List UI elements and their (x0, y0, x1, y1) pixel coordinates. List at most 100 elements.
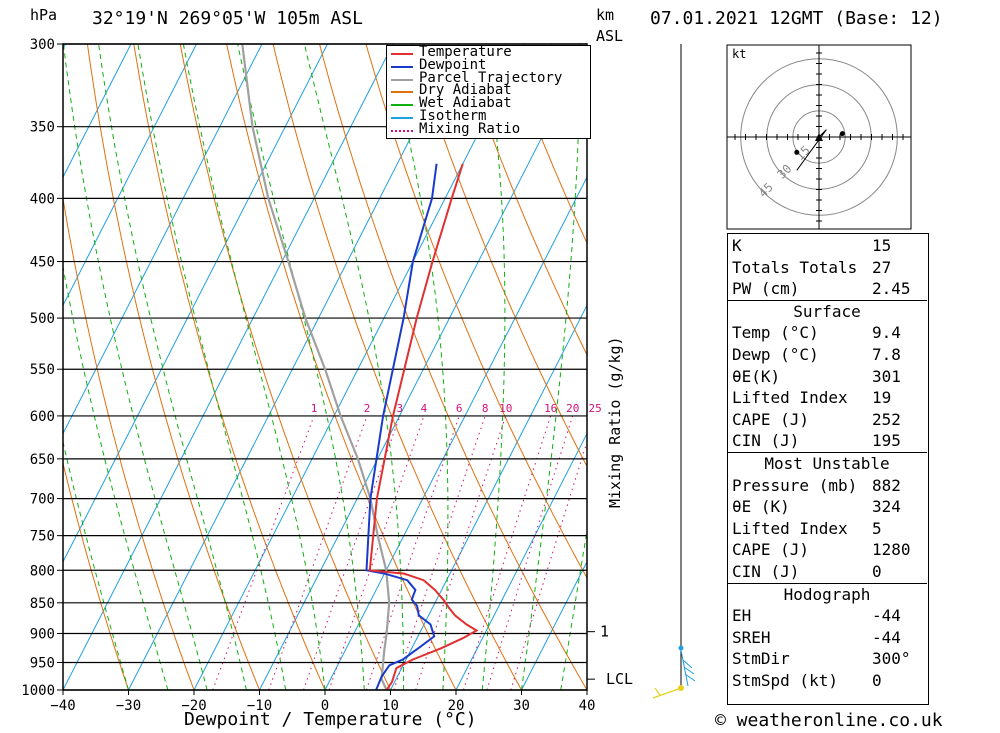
mixing-ratio-line (212, 415, 315, 690)
index-value: 1280 (872, 540, 911, 560)
temperature-tick-label: 0 (321, 698, 329, 714)
index-label: CIN (J) (732, 561, 800, 581)
wet-adiabat-line (63, 439, 129, 690)
mixing-ratio-label: 4 (421, 402, 428, 415)
wet-adiabat-line (98, 44, 247, 690)
mixing-ratio-label: 10 (499, 402, 512, 415)
pressure-tick-label: 750 (30, 529, 55, 545)
pressure-tick-label: 800 (30, 563, 55, 579)
isotherm-line (455, 432, 587, 690)
hodograph-point (839, 131, 845, 137)
mixing-ratio-line (486, 415, 574, 690)
pressure-tick-label: 500 (30, 311, 55, 327)
mixing-ratio-label: 16 (544, 402, 557, 415)
legend-swatch (391, 91, 413, 94)
dry-adiabat-line (923, 44, 1000, 690)
wet-adiabat-line (521, 44, 581, 690)
legend-swatch (391, 104, 413, 107)
km-unit-label: km (596, 6, 615, 24)
wet-adiabat-line (481, 44, 506, 690)
indices-panel (727, 233, 929, 705)
index-label: K (732, 236, 742, 255)
pressure-tick-label: 600 (30, 409, 55, 425)
index-row: CAPE (J) 1280 (727, 539, 927, 561)
legend-swatch (391, 53, 413, 55)
index-label: StmDir (732, 649, 790, 669)
copyright: © weatheronline.co.uk (715, 710, 943, 731)
legend-label: Mixing Ratio (419, 120, 521, 137)
index-label: CAPE (J) (732, 409, 810, 429)
temperature-tick-label: −20 (181, 698, 206, 714)
legend-entry: Wet Adiabat (387, 95, 587, 111)
isotherm-line (521, 560, 587, 690)
index-value: 9.4 (872, 323, 901, 343)
index-value: 27 (872, 257, 892, 277)
dry-adiabat-line (226, 44, 457, 690)
most-unstable-section: Most Unstable Pressure (mb) 882 θE (K) 324 Li… (727, 451, 927, 583)
wet-adiabat-line (237, 44, 365, 690)
dry-adiabat-line (272, 44, 522, 690)
index-value: 324 (872, 497, 901, 517)
legend-entry: Mixing Ratio (387, 120, 587, 137)
index-row: CIN (J) 0 (727, 561, 927, 583)
mixing-ratio-label: 20 (566, 402, 579, 415)
temperature-tick-label: −40 (50, 698, 75, 714)
hodograph-point (794, 149, 800, 155)
index-row: PW (cm) 2.45 (727, 278, 927, 300)
index-label: CIN (J) (732, 431, 800, 451)
index-value: 882 (872, 475, 901, 495)
index-row: Lifted Index 5 (727, 518, 927, 540)
index-row: Totals Totals 27 (727, 257, 927, 279)
pressure-tick-label: 950 (30, 655, 55, 671)
pressure-tick-label: 1000 (21, 683, 55, 699)
index-label: CAPE (J) (732, 540, 810, 560)
index-label: θE(K) (732, 366, 781, 386)
pressure-tick-label: 900 (30, 626, 55, 642)
mixing-ratio-line (463, 415, 552, 690)
asl-unit-label: ASL (596, 27, 624, 45)
pressure-tick-label: 300 (30, 37, 55, 53)
legend-swatch (391, 129, 413, 132)
isotherm-line (390, 304, 587, 690)
index-row: θE (K) 324 (727, 496, 927, 518)
mixing-ratio-line (510, 440, 587, 690)
index-row: Dewp (°C) 7.8 (727, 344, 927, 366)
wet-adiabat-line (304, 44, 405, 690)
index-label: SREH (732, 627, 771, 647)
legend-swatch (391, 65, 413, 68)
x-axis-title: Dewpoint / Temperature (°C) (184, 709, 477, 730)
isotherm-line (63, 44, 197, 307)
pressure-tick-label: 350 (30, 120, 55, 136)
height-marker-label: 1 (600, 623, 609, 641)
storm-motion-icon (815, 133, 823, 141)
pressure-tick-label: 550 (30, 362, 55, 378)
index-label: PW (cm) (732, 279, 800, 299)
index-label: Dewp (°C) (732, 344, 819, 364)
surface-section: Surface Temp (°C) 9.4 Dewp (°C) 7.8 θE(K) 301 L… (727, 299, 927, 452)
index-row: StmDir 300° (727, 648, 927, 670)
index-row: Pressure (mb) 882 (727, 475, 927, 497)
isotherm-line (128, 44, 459, 690)
index-label: Pressure (mb) (732, 475, 858, 495)
index-value: 5 (872, 518, 882, 538)
mixing-ratio-line (415, 415, 507, 690)
basic-indices: K 15 Totals Totals 27 PW (cm) 2.45 (727, 233, 927, 300)
legend-label: Isotherm (419, 108, 487, 124)
legend-label: Dewpoint (419, 56, 487, 73)
height-marker-label: LCL (606, 670, 633, 688)
legend-entry: Dewpoint (387, 56, 587, 73)
temperature-tick-label: 30 (513, 698, 530, 714)
dry-adiabat-line (63, 195, 195, 690)
section-title: Most Unstable (764, 453, 890, 473)
legend-entry: Isotherm (387, 108, 587, 124)
index-value: 301 (872, 366, 901, 386)
index-label: Lifted Index (732, 518, 848, 538)
mixing-ratio-line (268, 415, 368, 690)
temperature-tick-label: 40 (579, 698, 596, 714)
location-title: 32°19'N 269°05'W 105m ASL (92, 8, 363, 29)
mixing-ratio-axis-title: Mixing Ratio (g/kg) (606, 336, 624, 508)
surface-wind-barb-icon (652, 687, 682, 699)
dewpoint-line (365, 163, 438, 690)
mixing-ratio-line (365, 415, 460, 690)
